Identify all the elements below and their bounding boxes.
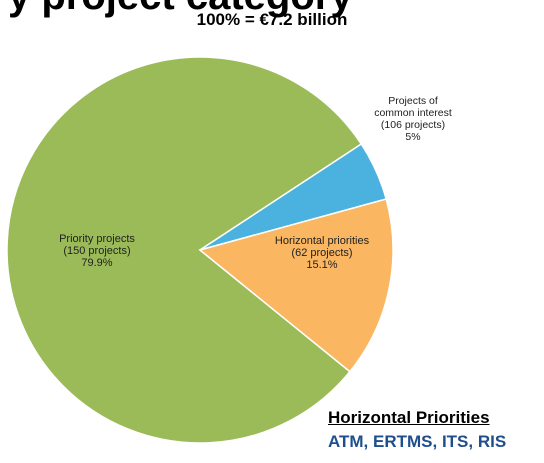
horizontal-priorities-title: Horizontal Priorities: [328, 408, 490, 427]
cut-off-title: y project category: [8, 0, 353, 19]
slice-label-line: 15.1%: [306, 259, 337, 271]
chart-subtitle: 100% = €7.2 billion: [196, 10, 348, 29]
slice-label-line: Projects of: [388, 95, 438, 107]
pie-slice-horizontal: [198, 198, 394, 373]
slice-label-line: (106 projects): [381, 119, 445, 131]
slice-label-line: common interest: [374, 107, 452, 119]
slice-label-line: (150 projects): [63, 245, 130, 257]
slice-label-priority: Priority projects (150 projects) 79.9%: [59, 233, 135, 269]
slice-label-line: 5%: [405, 131, 420, 143]
slice-label-line: (62 projects): [291, 247, 352, 259]
slice-label-line: 79.9%: [81, 257, 112, 269]
slice-label-pci: Projects of common interest (106 projects)…: [374, 95, 452, 143]
slice-label-horizontal: Horizontal priorities (62 projects) 15.1%: [275, 235, 370, 271]
horizontal-priorities-list: ATM, ERTMS, ITS, RIS: [328, 432, 507, 451]
pie-slice-priority: [6, 56, 363, 444]
slice-label-line: Horizontal priorities: [275, 235, 370, 247]
slice-label-line: Priority projects: [59, 233, 135, 245]
horizontal-priorities-box: Horizontal Priorities ATM, ERTMS, ITS, R…: [328, 408, 506, 452]
